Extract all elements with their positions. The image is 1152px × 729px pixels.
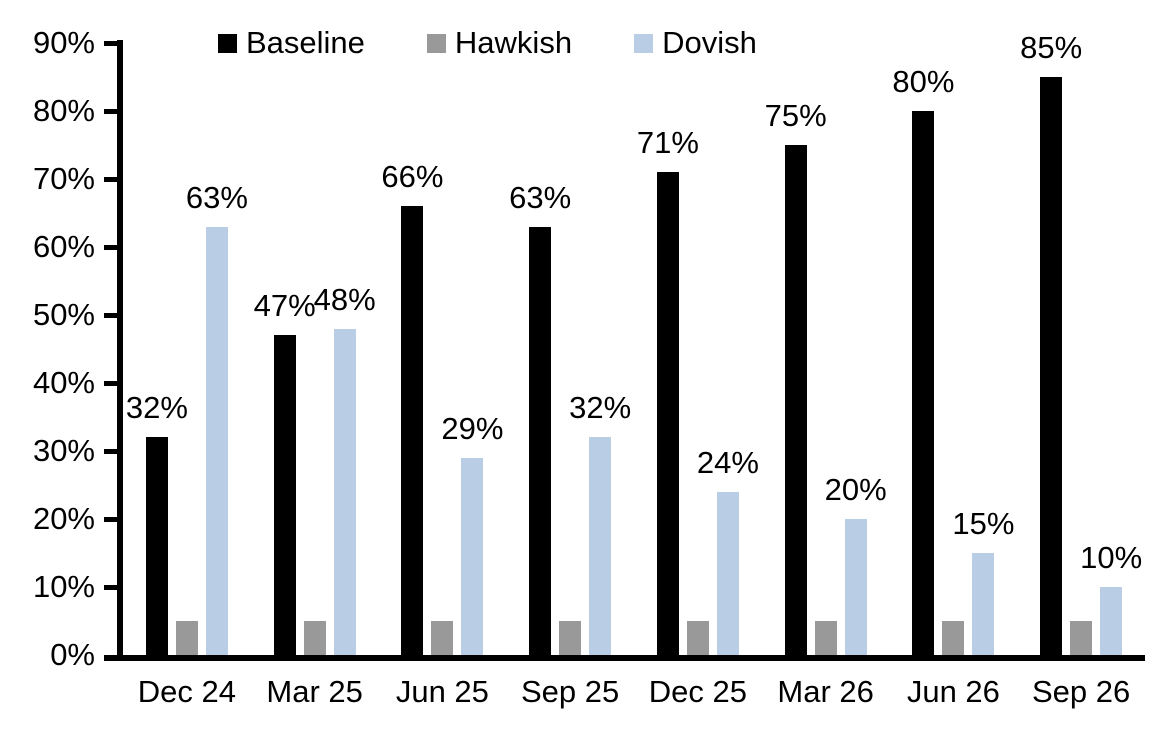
bar-baseline: 85% — [1020, 32, 1082, 655]
y-axis-tick-mark — [104, 109, 118, 114]
legend-swatch-icon — [634, 33, 654, 53]
chart-legend: Baseline Hawkish Dovish — [218, 26, 757, 60]
bar-baseline: 75% — [765, 100, 827, 655]
bar-hawkish — [303, 621, 326, 655]
bar-hawkish — [1070, 621, 1093, 655]
x-axis-line — [104, 655, 1145, 661]
bar-hawkish — [814, 621, 837, 655]
legend-item-baseline: Baseline — [218, 26, 365, 60]
bar-data-label: 32% — [569, 390, 632, 426]
x-category-label: Mar 26 — [777, 674, 874, 709]
bar-dovish: 29% — [441, 413, 503, 655]
bar-data-label: 75% — [764, 98, 827, 133]
y-tick-label: 90% — [32, 25, 95, 60]
legend-label: Dovish — [662, 25, 757, 60]
x-category-label: Mar 25 — [266, 674, 363, 709]
y-axis-tick-mark — [104, 41, 118, 46]
y-axis-tick-mark — [104, 245, 118, 250]
legend-item-hawkish: Hawkish — [426, 25, 573, 60]
bar-data-label: 20% — [824, 472, 887, 507]
x-axis-labels: Dec 24 Mar 25 Jun 25 Sep 25 Dec 25 Mar 26 Jun … — [123, 674, 1145, 710]
y-axis-tick-mark — [104, 381, 118, 386]
y-tick-label: 50% — [32, 297, 95, 332]
bar-data-label: 29% — [441, 410, 504, 446]
legend-swatch-icon — [426, 33, 446, 53]
bar-baseline: 71% — [637, 127, 699, 655]
bar-data-label: 32% — [125, 390, 188, 426]
bar-hawkish — [559, 621, 582, 655]
y-tick-label: 60% — [32, 229, 95, 264]
bar-baseline: 80% — [892, 66, 954, 655]
bar-baseline: 66% — [381, 161, 443, 655]
bar-data-label: 47% — [253, 288, 316, 324]
bar-data-label: 80% — [892, 64, 955, 99]
bar-data-label: 66% — [381, 159, 444, 195]
y-tick-label: 0% — [50, 637, 95, 672]
bar-baseline: 47% — [254, 290, 316, 655]
bar-dovish: 24% — [697, 447, 759, 655]
y-axis-tick-mark — [104, 177, 118, 182]
bar-group: 71% 24% — [634, 43, 762, 655]
bar-data-label: 48% — [313, 281, 376, 317]
bar-data-label: 15% — [952, 506, 1015, 541]
bar-group: 47% 48% — [251, 43, 379, 655]
legend-item-dovish: Dovish — [634, 26, 757, 60]
bar-hawkish — [942, 621, 965, 655]
legend-swatch-icon — [218, 33, 237, 53]
x-category-label: Dec 25 — [648, 674, 747, 709]
y-axis-tick-mark — [104, 517, 118, 522]
bar-baseline: 32% — [126, 392, 188, 655]
y-axis-tick-mark — [104, 313, 118, 318]
bar-group: 75% 20% — [762, 43, 890, 655]
legend-label: Baseline — [246, 25, 365, 60]
bar-dovish: 32% — [569, 392, 631, 655]
y-tick-label: 20% — [32, 501, 95, 536]
bar-group: 66% 29% — [379, 43, 507, 655]
y-tick-label: 30% — [32, 433, 95, 468]
bar-group: 85% 10% — [1017, 32, 1145, 655]
y-tick-label: 40% — [32, 365, 95, 400]
y-tick-label: 80% — [32, 93, 95, 128]
bar-group: 63% 32% — [506, 43, 634, 655]
bar-hawkish — [686, 621, 709, 655]
bar-baseline: 63% — [509, 182, 571, 655]
bar-data-label: 71% — [636, 125, 699, 161]
bar-hawkish — [175, 621, 198, 655]
bar-group: 80% 15% — [890, 43, 1018, 655]
bar-data-label: 63% — [509, 179, 572, 215]
x-category-label: Dec 24 — [137, 674, 236, 709]
bar-group: 32% 63% — [123, 43, 251, 655]
bar-dovish: 10% — [1080, 542, 1142, 655]
bar-dovish: 63% — [186, 182, 248, 655]
bar-dovish: 48% — [314, 284, 376, 655]
x-category-label: Sep 26 — [1031, 674, 1131, 709]
bar-data-label: 85% — [1020, 30, 1083, 65]
x-category-label: Jun 26 — [906, 674, 1000, 709]
bar-data-label: 63% — [185, 179, 248, 215]
y-tick-label: 10% — [32, 569, 95, 604]
bar-dovish: 15% — [952, 508, 1014, 655]
bar-hawkish — [431, 621, 454, 655]
legend-label: Hawkish — [454, 25, 573, 60]
y-tick-label: 70% — [32, 161, 95, 196]
x-category-label: Jun 25 — [395, 674, 489, 709]
plot-area: 32% 63% 47% 48% 66% 29% 63% 32% 71% 24% 75% 20% 80% 1… — [123, 32, 1145, 655]
x-category-label: Sep 25 — [520, 674, 620, 709]
bar-data-label: 10% — [1080, 540, 1143, 575]
y-axis-line — [117, 40, 123, 661]
bar-dovish: 20% — [825, 474, 887, 655]
y-axis-tick-mark — [104, 449, 118, 454]
bar-data-label: 24% — [696, 444, 759, 480]
y-axis-tick-mark — [104, 585, 118, 590]
